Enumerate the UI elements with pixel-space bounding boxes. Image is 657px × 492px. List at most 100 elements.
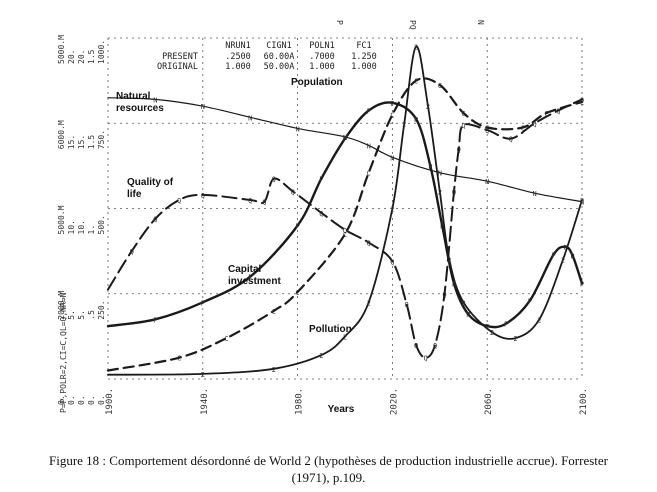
series-marker: P bbox=[319, 176, 323, 184]
series-marker: P bbox=[551, 252, 555, 260]
series-marker: 2 bbox=[490, 329, 494, 337]
x-tick-label: 1900. bbox=[105, 388, 115, 415]
series-marker: Q bbox=[130, 248, 134, 256]
series-marker: P bbox=[452, 281, 456, 289]
series-marker: Q bbox=[485, 127, 489, 135]
series-marker: Q bbox=[367, 240, 371, 248]
series-marker: Q bbox=[509, 136, 513, 144]
series-marker: P bbox=[367, 107, 371, 115]
series-marker: 2 bbox=[426, 103, 430, 111]
param-header: POLN1 bbox=[309, 41, 335, 51]
series-marker: C bbox=[438, 82, 442, 90]
series-marker: P bbox=[504, 321, 508, 329]
series-marker: P bbox=[248, 274, 252, 282]
series-marker: Q bbox=[556, 107, 560, 115]
top-marker: N bbox=[476, 20, 485, 25]
scale-tick-label: 250. bbox=[97, 300, 106, 319]
scale-tick-label: 10. bbox=[67, 220, 76, 234]
series-marker: C bbox=[295, 289, 299, 297]
series-marker: N bbox=[438, 170, 442, 178]
series-marker: 2 bbox=[367, 299, 371, 307]
scale-tick-label: 1.5 bbox=[87, 49, 96, 64]
series-marker: Q bbox=[423, 355, 427, 363]
series-marker: P bbox=[201, 299, 205, 307]
series-marker: N bbox=[485, 178, 489, 186]
x-axis-title: Years bbox=[328, 404, 355, 415]
series-marker: Q bbox=[201, 192, 205, 200]
series-marker: Q bbox=[461, 122, 465, 130]
param-value: 1.000 bbox=[225, 62, 251, 72]
param-value: 60.00A bbox=[264, 52, 295, 62]
x-tick-label: 2020. bbox=[389, 388, 399, 415]
series-marker: C bbox=[367, 170, 371, 178]
series-marker: 2 bbox=[414, 44, 418, 52]
series-marker: Q bbox=[452, 188, 456, 196]
series-label: Capital bbox=[228, 264, 262, 275]
series-marker: P bbox=[414, 116, 418, 124]
series-marker: P bbox=[466, 311, 470, 319]
param-header: NRUN1 bbox=[225, 41, 251, 51]
scale-tick-label: 5000.M bbox=[57, 205, 66, 234]
param-row-label: PRESENT bbox=[162, 52, 198, 62]
series-label: investment bbox=[228, 276, 281, 287]
series-marker: C bbox=[224, 335, 228, 343]
series-marker: Q bbox=[442, 291, 446, 299]
param-value: 1.000 bbox=[309, 62, 335, 72]
scale-tick-label: 15. bbox=[77, 135, 86, 149]
scale-tick-label: 0. bbox=[57, 395, 66, 405]
series-marker: N bbox=[580, 199, 584, 207]
series-marker: C bbox=[580, 99, 584, 107]
series-label: resources bbox=[116, 103, 164, 114]
series-marker: 2 bbox=[272, 366, 276, 374]
series-marker: Q bbox=[248, 197, 252, 205]
x-tick-label: 2100. bbox=[579, 388, 589, 415]
series-marker: P bbox=[528, 298, 532, 306]
series-line-pollution bbox=[107, 45, 583, 376]
scale-tick-label: 1. bbox=[87, 225, 96, 235]
scale-tick-label: 15. bbox=[67, 135, 76, 149]
series-marker: Q bbox=[343, 227, 347, 235]
series-marker: N bbox=[153, 96, 157, 104]
series-marker: N bbox=[248, 114, 252, 122]
series-marker: Q bbox=[405, 301, 409, 309]
param-row-label: ORIGINAL bbox=[157, 62, 198, 72]
series-marker: C bbox=[485, 125, 489, 133]
scale-tick-label: 0. bbox=[87, 395, 96, 405]
series-label: Quality of bbox=[127, 177, 174, 188]
series-marker: 2 bbox=[461, 299, 465, 307]
series-marker: N bbox=[295, 125, 299, 133]
series-marker: N bbox=[201, 103, 205, 111]
series-marker: Q bbox=[177, 197, 181, 205]
series-marker: P bbox=[390, 100, 394, 108]
x-tick-label: 2060. bbox=[484, 388, 494, 415]
x-tick-label: 1980. bbox=[295, 388, 305, 415]
chart-labels: 1900. 1940. 1980. 2020. 2060. 2100. 5000.M 6000… bbox=[57, 20, 589, 415]
scale-tick-label: 750. bbox=[97, 130, 106, 149]
series-marker: C bbox=[272, 308, 276, 316]
series-line-capital-investment bbox=[106, 77, 584, 372]
series-marker: C bbox=[177, 355, 181, 363]
figure-caption: Figure 18 : Comportement désordonné de W… bbox=[8, 452, 649, 486]
top-marker: PQ bbox=[408, 20, 417, 30]
caption-line-2: (1971), p.109. bbox=[291, 470, 366, 485]
scale-tick-label: 5. bbox=[67, 310, 76, 320]
scale-tick-label: 0. bbox=[67, 395, 76, 405]
series-marker: C bbox=[521, 125, 525, 133]
series-marker: P bbox=[485, 323, 489, 331]
scale-tick-label: 5. bbox=[77, 310, 86, 320]
series-marker: P bbox=[428, 163, 432, 171]
series-marker: P bbox=[343, 136, 347, 144]
series-marker: Q bbox=[414, 342, 418, 350]
series-marker: C bbox=[544, 110, 548, 118]
series-marker: Q bbox=[153, 216, 157, 224]
series-marker: Q bbox=[291, 188, 295, 196]
scale-tick-label: 1000. bbox=[97, 40, 106, 64]
series-label: Population bbox=[291, 77, 343, 88]
top-marker: P bbox=[335, 20, 344, 25]
series-marker: P bbox=[295, 223, 299, 231]
scale-tick-label: .5 bbox=[87, 310, 96, 320]
series-line-population bbox=[106, 101, 584, 329]
series-marker: N bbox=[367, 142, 371, 150]
series-marker: 2 bbox=[438, 188, 442, 196]
